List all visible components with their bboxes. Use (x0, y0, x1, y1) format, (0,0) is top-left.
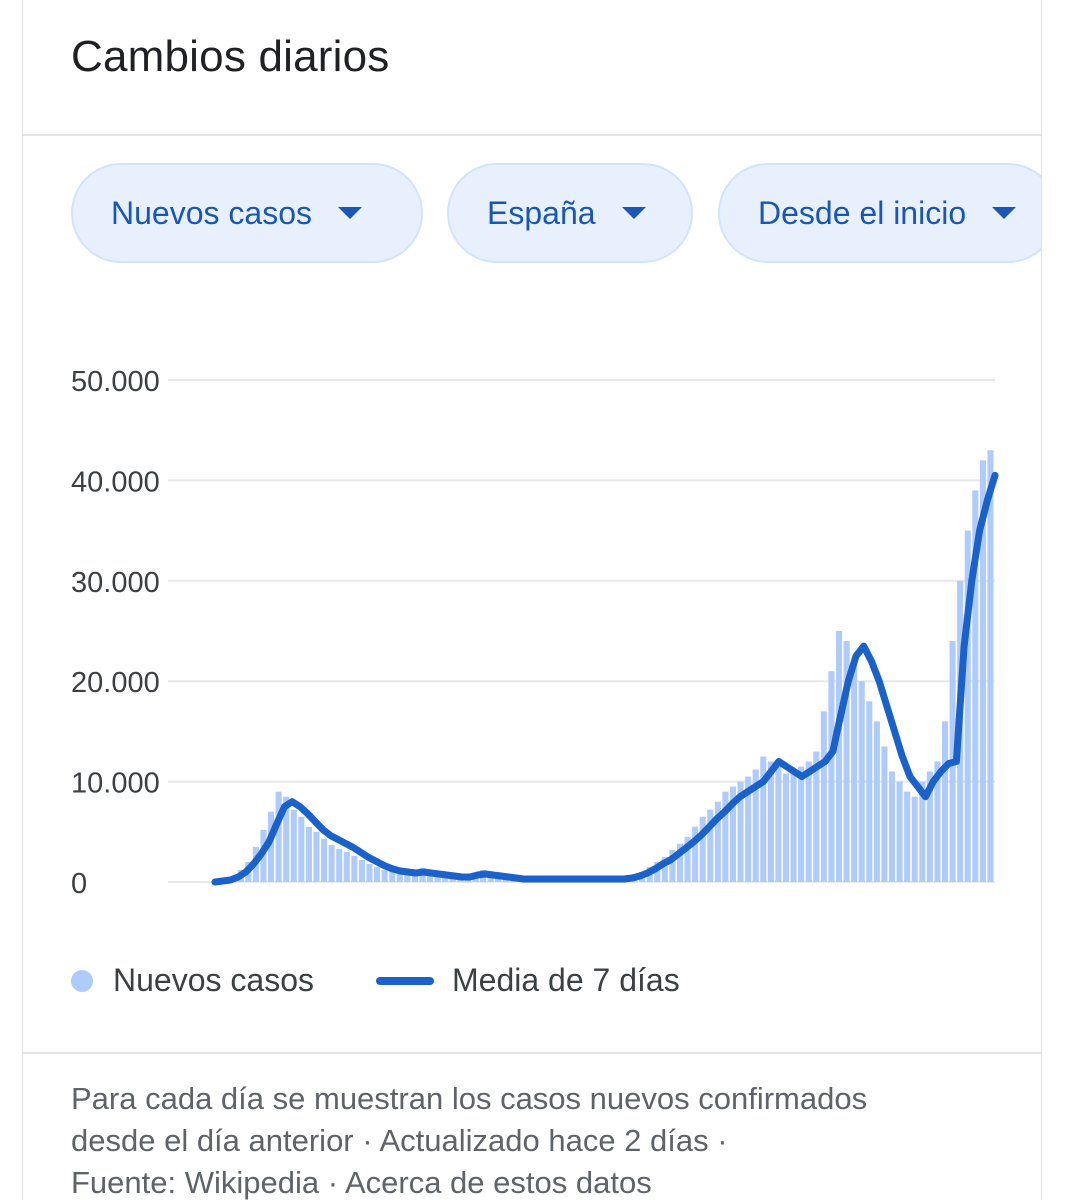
cases-bar (381, 869, 388, 882)
cases-bar (775, 766, 782, 882)
cases-bar (805, 761, 812, 882)
cases-bar (813, 751, 820, 882)
cases-bar (692, 826, 699, 882)
cases-bar (328, 844, 335, 882)
seven-day-average-line (211, 471, 999, 886)
cases-bar (767, 761, 774, 882)
period-dropdown-label: Desde el inicio (758, 194, 967, 231)
y-tick-label: 0 (71, 868, 87, 900)
caret-down-icon (621, 207, 646, 219)
cases-bar (820, 711, 827, 882)
daily-changes-card: Cambios diarios Nuevos casos España Desd… (22, 0, 1042, 1200)
cases-bar (972, 490, 979, 882)
cases-bar (904, 791, 911, 882)
cases-bar (881, 746, 888, 882)
cases-bar (275, 791, 282, 882)
cases-bar (737, 781, 744, 882)
cases-bar (374, 866, 381, 882)
footnote-line-1: Para cada día se muestran los casos nuev… (71, 1081, 868, 1116)
y-tick-label: 50.000 (71, 366, 160, 398)
footnote-line-3: Fuente: Wikipedia · Acerca de estos dato… (71, 1165, 652, 1200)
cases-bar (411, 871, 418, 882)
cases-bar (911, 796, 918, 882)
cases-bar (866, 701, 873, 882)
cases-bar (843, 641, 850, 882)
cases-bar (964, 530, 971, 882)
line-legend-marker (375, 976, 434, 985)
cases-bar (676, 843, 684, 882)
cases-bar (366, 863, 373, 882)
cases-bar (434, 872, 441, 882)
cases-bar (760, 756, 767, 882)
bars-legend-label: Nuevos casos (113, 962, 314, 998)
header-divider (23, 134, 1041, 136)
cases-bar (896, 781, 903, 882)
y-tick-label: 20.000 (71, 667, 160, 699)
metric-dropdown[interactable]: Nuevos casos (71, 163, 423, 263)
cases-bar (714, 801, 721, 882)
period-dropdown[interactable]: Desde el inicio (718, 163, 1041, 263)
cases-bar (707, 809, 714, 882)
cases-bar (752, 769, 759, 882)
cases-bar (934, 761, 941, 882)
cases-bar (684, 836, 691, 882)
cases-bar (699, 816, 706, 882)
cases-bar (926, 771, 933, 882)
cases-bar (305, 826, 312, 882)
cases-bar (722, 791, 729, 882)
cases-bar (661, 856, 668, 882)
line-legend-label: Media de 7 días (451, 962, 680, 998)
card-title: Cambios diarios (71, 32, 390, 81)
cases-bar (873, 721, 880, 882)
cases-bar (745, 776, 752, 882)
cases-bar (396, 871, 403, 882)
cases-bar (987, 450, 994, 882)
footer-divider (23, 1052, 1041, 1054)
footnote-line-2: desde el día anterior · Actualizado hace… (71, 1123, 728, 1158)
cases-bar (919, 781, 926, 882)
cases-bar (828, 671, 835, 882)
cases-bar (858, 681, 865, 882)
cases-bar (669, 849, 676, 882)
bars-legend-marker (71, 969, 93, 992)
cases-bar (283, 796, 290, 882)
cases-bar (298, 816, 305, 882)
cases-bar (268, 811, 275, 882)
cases-bar (389, 870, 396, 882)
region-dropdown-label: España (487, 194, 596, 231)
y-tick-label: 40.000 (71, 466, 160, 498)
cases-bar (790, 771, 797, 882)
cases-bar (336, 848, 343, 882)
cases-bar (729, 786, 737, 882)
cases-bar (888, 771, 896, 882)
cases-bar (313, 831, 320, 882)
cases-bar (404, 872, 411, 882)
cases-bar (798, 766, 805, 882)
cases-bar (782, 773, 790, 882)
cases-bar (835, 631, 843, 882)
cases-bar (343, 851, 350, 882)
cases-bar (654, 861, 661, 882)
y-tick-label: 10.000 (71, 768, 160, 800)
cases-bar (351, 855, 358, 882)
cases-bar (851, 661, 858, 882)
cases-bar (941, 721, 949, 882)
chart-legend: Nuevos casos Media de 7 días (71, 962, 680, 999)
cases-bar (358, 859, 365, 882)
cases-bar (321, 838, 328, 882)
metric-dropdown-label: Nuevos casos (111, 194, 312, 231)
y-tick-label: 30.000 (71, 567, 160, 599)
caret-down-icon (337, 207, 362, 219)
cases-bar (979, 460, 986, 882)
footnote: Para cada día se muestran los casos nuev… (71, 1078, 1031, 1200)
cases-bar (427, 870, 434, 882)
caret-down-icon (992, 207, 1017, 219)
cases-chart: 50.000 40.000 30.000 20.000 10.000 0 (71, 366, 999, 900)
cases-bar (290, 809, 297, 882)
region-dropdown[interactable]: España (447, 163, 693, 263)
